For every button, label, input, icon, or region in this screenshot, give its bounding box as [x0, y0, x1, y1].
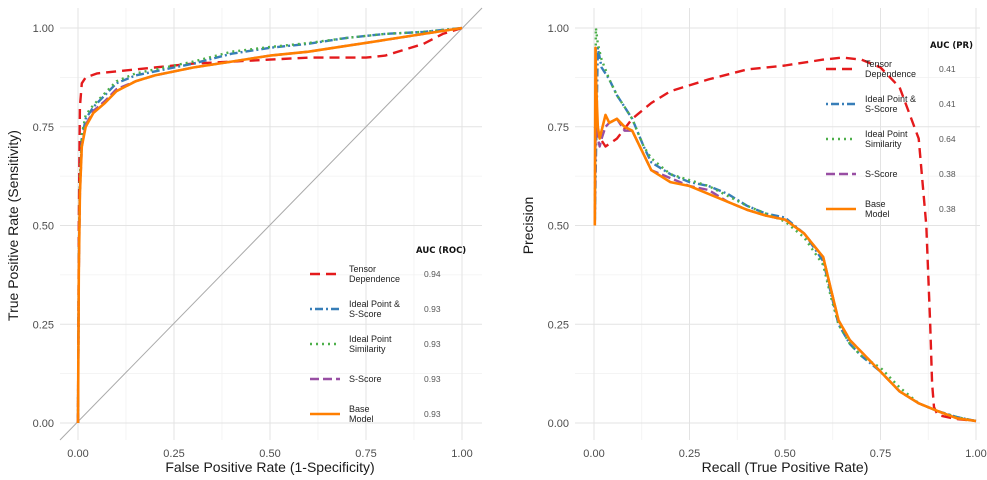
legend-label: Tensor — [865, 59, 892, 69]
x-tick-label: 0.25 — [163, 448, 184, 460]
y-tick-label: 1.00 — [548, 23, 569, 35]
y-tick-label: 0.50 — [548, 221, 569, 233]
series-line-base-model — [76, 26, 463, 424]
legend-label: Model — [349, 414, 374, 424]
y-axis-title: True Positive Rate (Sensitivity) — [5, 130, 21, 321]
legend-auc-value: 0.93 — [424, 339, 441, 349]
legend-label: Model — [865, 209, 890, 219]
legend-label: Ideal Point — [865, 129, 908, 139]
chance-diagonal-line — [59, 7, 483, 441]
legend-label: S-Score — [865, 169, 898, 179]
y-tick-label: 1.00 — [33, 23, 54, 35]
series-line-tensor-dependence — [76, 26, 463, 424]
chart-panel-pr: 0.00 0.25 0.50 0.75 1.00 0.00 0.25 0.50 0.75 1.00… — [520, 8, 987, 475]
chart-panel-roc: 0.00 0.25 0.50 0.75 1.00 0.00 0.25 0.50 0.75 1.00… — [5, 7, 483, 475]
y-tick-label: 0.25 — [548, 319, 569, 331]
legend-label: Base — [349, 404, 370, 414]
y-axis-title: Precision — [520, 197, 536, 255]
legend-label: Tensor — [349, 264, 376, 274]
x-tick-label: 0.75 — [870, 448, 891, 460]
x-axis-title: False Positive Rate (1-Specificity) — [165, 459, 374, 475]
legend-auc-value: 0.38 — [939, 204, 956, 214]
legend-title: AUC (PR) — [930, 41, 973, 51]
x-tick-label: 0.50 — [259, 448, 280, 460]
series-line-ideal-point-similarity — [76, 26, 463, 424]
y-tick-label: 0.00 — [33, 418, 54, 430]
legend-label: Similarity — [865, 139, 902, 149]
legend-auc-value: 0.94 — [424, 269, 441, 279]
legend-auc-value: 0.93 — [424, 304, 441, 314]
legend-label: Ideal Point & — [865, 94, 916, 104]
legend-auc-value: 0.64 — [939, 134, 956, 144]
legend-label: Base — [865, 199, 886, 209]
legend-auc-value: 0.93 — [424, 374, 441, 384]
x-tick-label: 1.00 — [451, 448, 472, 460]
legend-label: Similarity — [349, 344, 386, 354]
legend-label: Dependence — [349, 274, 400, 284]
x-tick-label: 0.50 — [774, 448, 795, 460]
legend-label: S-Score — [865, 104, 898, 114]
x-tick-label: 0.00 — [67, 448, 88, 460]
y-tick-label: 0.75 — [548, 122, 569, 134]
legend-auc-value: 0.41 — [939, 99, 956, 109]
x-tick-label: 0.75 — [355, 448, 376, 460]
x-tick-label: 0.00 — [583, 448, 604, 460]
legend-label: S-Score — [349, 309, 382, 319]
y-tick-label: 0.50 — [33, 221, 54, 233]
legend-label: Ideal Point & — [349, 299, 400, 309]
y-tick-label: 0.75 — [33, 122, 54, 134]
legend-label: Ideal Point — [349, 334, 392, 344]
legend-auc-value: 0.41 — [939, 64, 956, 74]
x-axis-title: Recall (True Positive Rate) — [702, 459, 869, 475]
legend-auc-value: 0.93 — [424, 409, 441, 419]
y-tick-label: 0.00 — [548, 418, 569, 430]
legend-label: S-Score — [349, 374, 382, 384]
legend-title: AUC (ROC) — [416, 246, 466, 256]
series-line-base-model — [593, 46, 977, 423]
x-tick-label: 0.25 — [679, 448, 700, 460]
legend-label: Dependence — [865, 69, 916, 79]
y-tick-label: 0.25 — [33, 319, 54, 331]
series-line-tensor-dependence — [593, 56, 977, 423]
legend-auc-value: 0.38 — [939, 169, 956, 179]
x-tick-label: 1.00 — [965, 448, 986, 460]
